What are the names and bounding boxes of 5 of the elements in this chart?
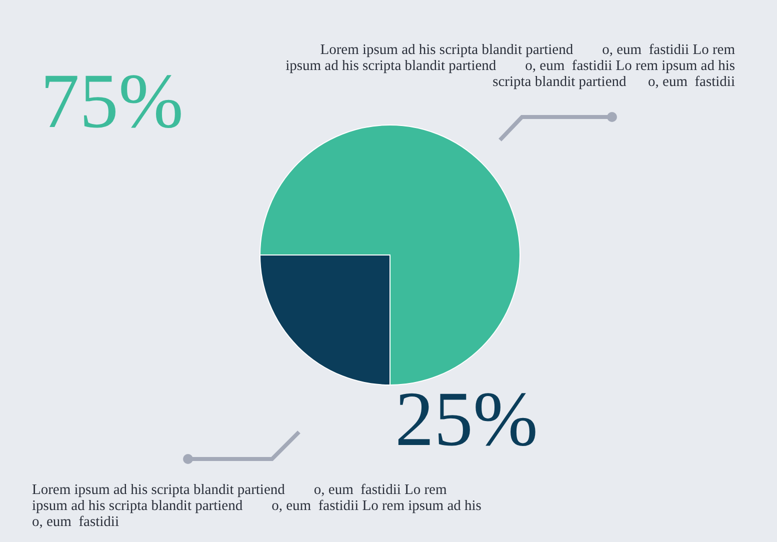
pie-slice [260, 124, 520, 386]
text: Lorem ipsum ad his scripta blandit partiend o, eum fastidii Lo rem ipsum ad his scripta blandit partiend o, eum fastidii Lo rem ipsum ad his o, eum fastidii [32, 482, 482, 530]
data-label: 75% [40, 57, 184, 144]
text: Lorem ipsum ad his scripta blandit partiend o, eum fastidii Lo rem ipsum ad his scripta blandit partiend o, eum fastidii Lo rem ipsum ad his scripta blandit partiend o, eum fastidii [286, 42, 736, 90]
data-label: 25% [395, 375, 538, 462]
